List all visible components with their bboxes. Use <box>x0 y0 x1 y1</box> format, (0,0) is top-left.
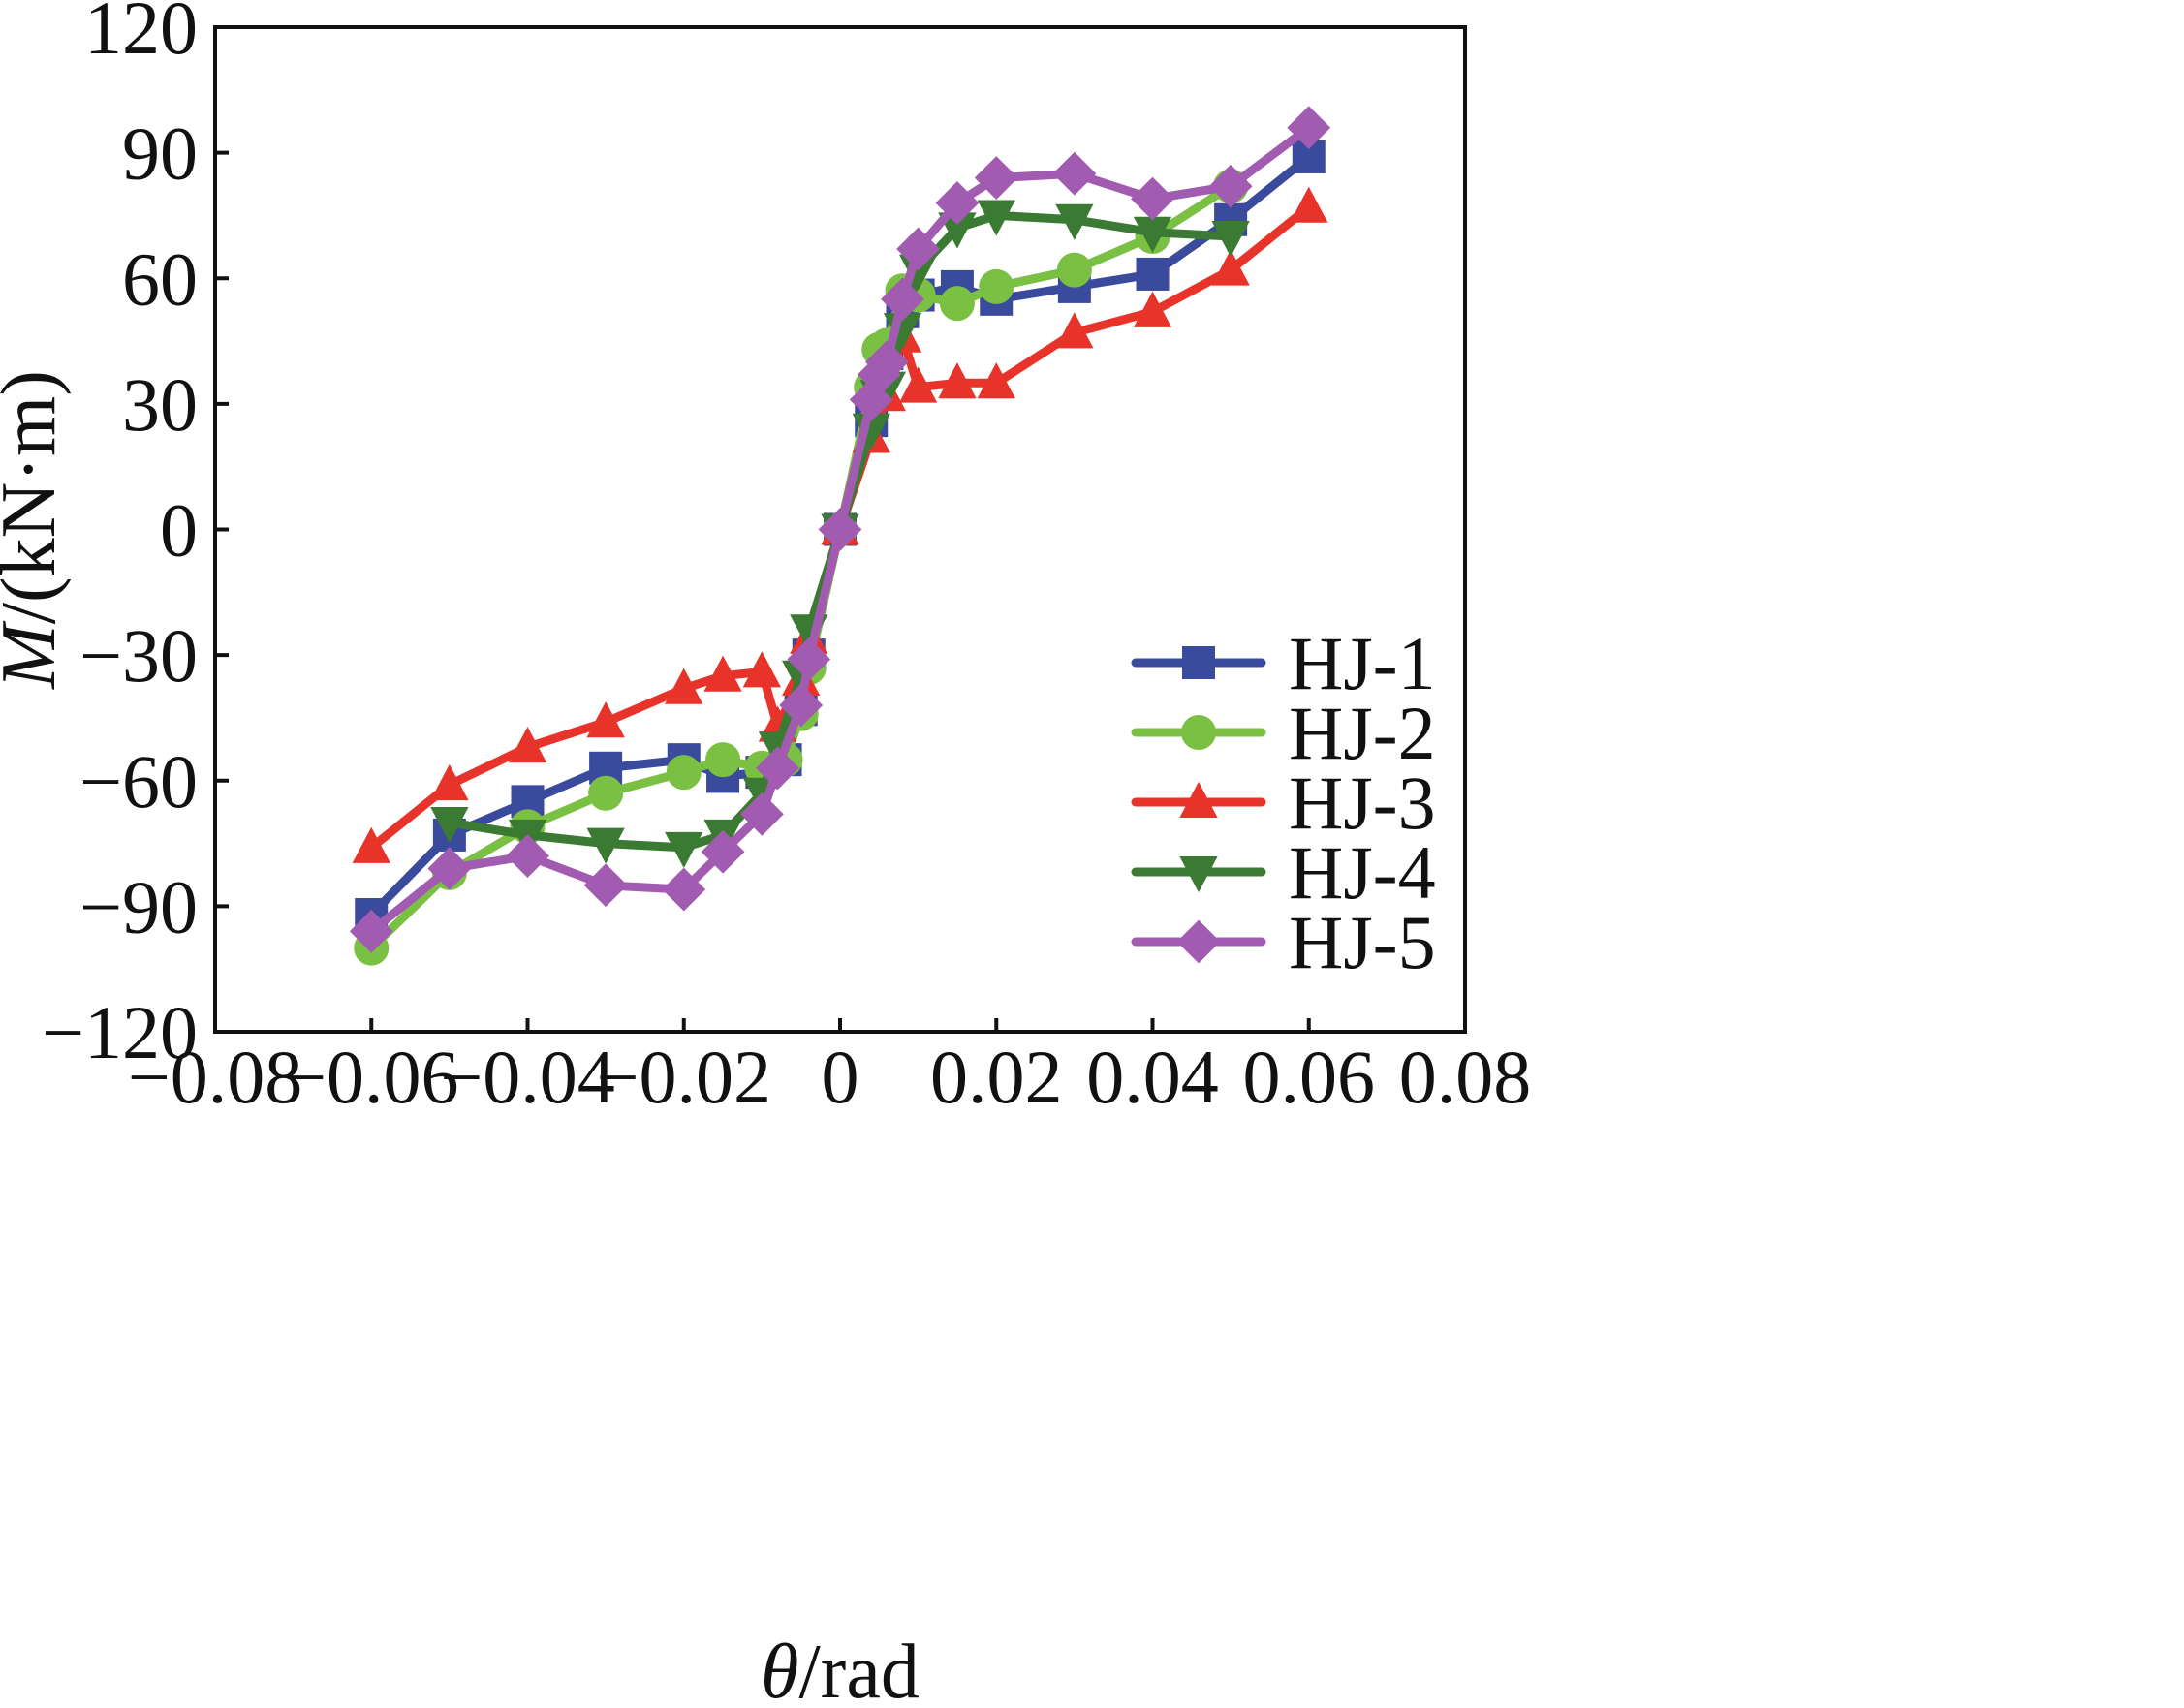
data-point-HJ-3 <box>665 668 703 704</box>
legend-marker <box>1179 781 1218 818</box>
legend-item-HJ-4: HJ-4 <box>1131 830 1436 915</box>
data-point-HJ-3 <box>742 651 782 688</box>
x-tick-label: −0.04 <box>440 1035 615 1119</box>
data-point-HJ-5 <box>1208 164 1253 208</box>
data-point-HJ-4 <box>430 806 469 844</box>
y-axis-unit: /(kN·m) <box>0 370 72 624</box>
y-tick-label: −120 <box>42 990 198 1074</box>
x-tick-label: 0.08 <box>1399 1035 1532 1119</box>
series-layer <box>349 106 1331 966</box>
data-point-HJ-5 <box>739 792 784 836</box>
legend-label: HJ-2 <box>1289 691 1436 775</box>
y-tick-label: 120 <box>84 0 198 70</box>
y-tick-label: 90 <box>122 111 198 196</box>
x-tick-label: −0.06 <box>284 1035 459 1119</box>
data-point-HJ-4 <box>1055 203 1094 240</box>
data-point-HJ-2 <box>705 742 741 778</box>
legend-marker <box>1179 856 1218 893</box>
x-tick-label: −0.02 <box>597 1035 772 1119</box>
legend: HJ-1HJ-2HJ-3HJ-4HJ-5 <box>1131 621 1436 984</box>
data-point-HJ-3 <box>977 362 1015 399</box>
data-point-HJ-5 <box>864 340 909 385</box>
y-tick-label: 30 <box>122 362 198 447</box>
data-point-HJ-2 <box>666 755 702 791</box>
data-point-HJ-5 <box>506 834 549 878</box>
data-point-HJ-5 <box>583 863 628 908</box>
legend-label: HJ-5 <box>1289 900 1436 984</box>
data-point-HJ-5 <box>1287 106 1331 150</box>
data-point-HJ-3 <box>1133 291 1172 327</box>
data-point-HJ-3 <box>508 727 547 763</box>
legend-marker <box>1176 919 1221 964</box>
y-tick-label: 60 <box>122 236 198 321</box>
data-point-HJ-3 <box>430 763 469 801</box>
data-point-HJ-5 <box>1052 151 1097 196</box>
data-point-HJ-5 <box>662 867 706 912</box>
data-point-HJ-3 <box>1290 186 1328 223</box>
data-point-HJ-4 <box>586 827 625 864</box>
series-HJ-2 <box>354 169 1249 966</box>
series-HJ-5 <box>349 106 1331 953</box>
data-point-HJ-3 <box>352 826 390 863</box>
legend-label: HJ-1 <box>1289 621 1436 705</box>
data-point-HJ-4 <box>977 200 1015 236</box>
legend-label: HJ-4 <box>1289 830 1436 915</box>
legend-label: HJ-3 <box>1289 761 1436 845</box>
tick-layer: −0.08−0.06−0.04−0.02 0 0.02 0.04 0.06 0.08 120… <box>42 0 1531 1119</box>
data-point-HJ-5 <box>427 847 472 890</box>
legend-item-HJ-1: HJ-1 <box>1131 621 1436 705</box>
data-point-HJ-3 <box>938 362 977 399</box>
legend-item-HJ-5: HJ-5 <box>1131 900 1436 984</box>
data-point-HJ-5 <box>1131 176 1174 221</box>
data-point-HJ-3 <box>1055 312 1094 349</box>
data-point-HJ-2 <box>939 286 975 322</box>
legend-marker <box>1181 715 1216 750</box>
data-point-HJ-5 <box>779 683 824 728</box>
data-point-HJ-2 <box>979 268 1014 304</box>
x-tick-label: 0.02 <box>930 1035 1063 1119</box>
x-axis-symbol: θ <box>761 1630 798 1708</box>
x-axis-title: θ/rad <box>761 1630 920 1708</box>
data-point-HJ-2 <box>1056 252 1092 288</box>
y-tick-label: −30 <box>79 613 198 698</box>
x-tick-label: 0.04 <box>1086 1035 1219 1119</box>
x-axis-unit: /rad <box>798 1630 919 1708</box>
y-tick-label: 0 <box>160 488 198 573</box>
y-tick-label: −90 <box>79 864 198 948</box>
y-axis-title: M/(kN·m) <box>0 370 72 690</box>
data-point-HJ-3 <box>1211 249 1250 286</box>
y-tick-label: −60 <box>79 739 198 823</box>
data-point-HJ-5 <box>896 227 941 271</box>
x-tick-label: −0.08 <box>128 1035 303 1119</box>
data-point-HJ-5 <box>349 909 393 953</box>
data-point-HJ-5 <box>818 508 862 551</box>
x-tick-label: 0 <box>822 1035 859 1119</box>
data-point-HJ-5 <box>935 181 980 225</box>
data-point-HJ-5 <box>974 156 1018 200</box>
data-point-HJ-3 <box>586 701 625 738</box>
data-point-HJ-5 <box>787 637 831 681</box>
data-point-HJ-5 <box>881 277 924 322</box>
data-point-HJ-4 <box>1211 221 1250 258</box>
legend-marker <box>1182 646 1215 679</box>
data-point-HJ-1 <box>1136 257 1170 291</box>
data-point-HJ-3 <box>703 655 742 692</box>
data-point-HJ-5 <box>756 746 799 791</box>
data-point-HJ-3 <box>898 366 938 403</box>
data-point-HJ-4 <box>665 831 703 869</box>
series-line-HJ-5 <box>366 123 1314 936</box>
legend-item-HJ-2: HJ-2 <box>1131 691 1436 775</box>
data-point-HJ-2 <box>588 775 624 811</box>
data-point-HJ-5 <box>701 829 745 874</box>
legend-item-HJ-3: HJ-3 <box>1131 761 1436 845</box>
x-tick-label: 0.06 <box>1243 1035 1376 1119</box>
y-axis-symbol: M <box>0 620 72 690</box>
